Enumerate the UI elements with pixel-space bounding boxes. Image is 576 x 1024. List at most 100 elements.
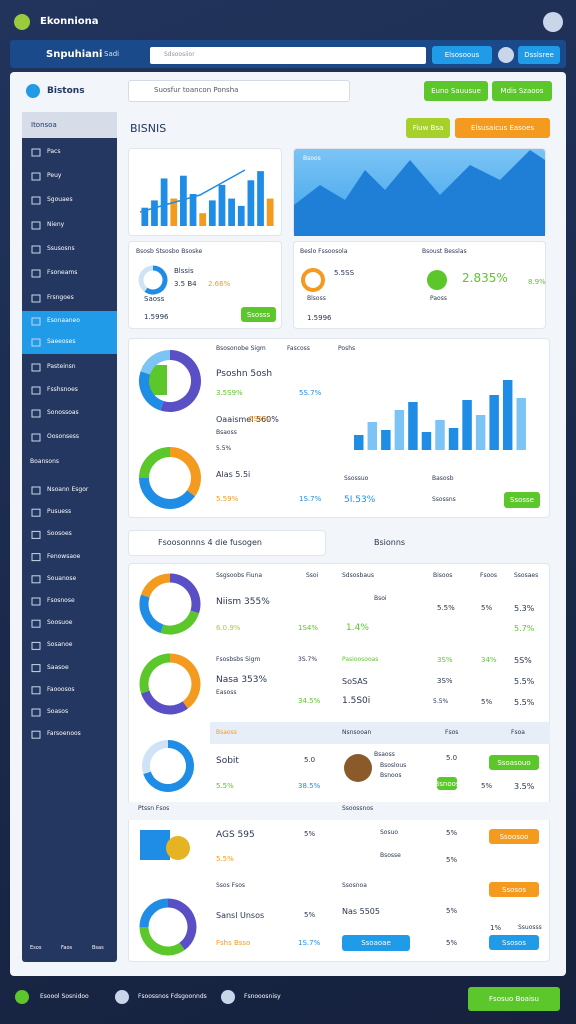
text: SoSAS: [342, 677, 368, 686]
filter-input[interactable]: [128, 530, 326, 556]
donut-segment: [139, 653, 171, 694]
button[interactable]: Dsslsree: [518, 46, 560, 64]
donut-segment: [143, 740, 194, 792]
text: Ssoi: [306, 572, 319, 579]
sidebar-icon: [31, 338, 41, 347]
bar: [237, 205, 245, 226]
text: Ssosnoa: [342, 882, 367, 889]
text: Soosoes: [47, 530, 72, 538]
text: 5S5%: [249, 415, 270, 423]
donut-segment: [160, 610, 200, 635]
panel-search[interactable]: [128, 80, 350, 102]
button[interactable]: Ssoosoo: [489, 829, 539, 844]
text: Beslo Fssoosola: [300, 248, 348, 255]
text: Saoss: [144, 295, 165, 303]
text: Bisoos: [433, 572, 453, 579]
sidebar-icon: [31, 641, 41, 650]
text: Pacs: [47, 148, 61, 155]
bar: [489, 395, 499, 450]
text: 3S%: [437, 656, 453, 664]
sidebar-icon: [31, 245, 41, 254]
button[interactable]: Ssoaoae: [342, 935, 410, 951]
text: 5.0: [304, 756, 316, 764]
button[interactable]: Bsnoos: [434, 777, 460, 790]
button[interactable]: Mdis Szaoos: [492, 81, 552, 101]
button[interactable]: Ssosss: [241, 307, 276, 322]
text: Ssossns: [432, 496, 456, 503]
text: AGS 595: [216, 830, 255, 840]
sidebar-icon: [31, 269, 41, 278]
footer-icon: [115, 990, 129, 1004]
button[interactable]: Ssosos: [489, 882, 539, 897]
button[interactable]: Fiuw Bsa: [406, 118, 450, 138]
text: 5%: [446, 939, 458, 947]
text: Alas 5.5i: [216, 470, 251, 479]
text: 5%: [446, 829, 458, 837]
text: 3.5 B4: [174, 280, 197, 288]
bar: [354, 435, 364, 450]
text: 5.5%: [216, 855, 234, 863]
text: Fsshsnoes: [47, 386, 78, 393]
text: Bsionns: [374, 538, 406, 547]
text: Blsoss: [307, 295, 326, 302]
text: Blssis: [174, 267, 194, 275]
nav-search[interactable]: [150, 47, 426, 64]
text: 3.5S9%: [216, 389, 243, 397]
bar: [502, 380, 513, 450]
donut-segment: [139, 898, 169, 928]
button[interactable]: Fsosuo Boaisu: [468, 987, 560, 1011]
text: Boansons: [30, 458, 59, 465]
bar: [381, 430, 391, 450]
donut-segment: [169, 653, 201, 709]
button[interactable]: Ssosos: [489, 935, 539, 950]
text: 1.4%: [346, 623, 369, 633]
text: 1%: [490, 924, 502, 932]
text: Peuy: [47, 172, 62, 179]
text: Ssgsoobs Fiuna: [216, 572, 263, 579]
text: Basosb: [432, 475, 454, 482]
text: 1S4%: [298, 624, 319, 632]
text: 5S.7%: [299, 389, 322, 397]
list-header: [128, 802, 550, 820]
text: Fsoosonnns 4 die fusogen: [158, 538, 262, 547]
sidebar-icon: [31, 508, 41, 517]
text: Ssusosns: [47, 245, 75, 252]
text: 3S%: [437, 677, 453, 685]
avatar[interactable]: [498, 47, 514, 63]
text: Bsaoss: [216, 729, 237, 736]
donut-segment: [140, 350, 171, 375]
button[interactable]: Elsusaicus Easoes: [455, 118, 550, 138]
text: Bistons: [47, 86, 85, 96]
text: Ptssn Fsos: [138, 805, 170, 812]
button[interactable]: Elsosoous: [432, 46, 492, 64]
logo: [14, 14, 30, 30]
button[interactable]: Ssoasouo: [489, 755, 539, 770]
text: Sonossoas: [47, 409, 79, 416]
text: Faooosos: [47, 685, 75, 693]
text: Pasteinsn: [47, 363, 76, 370]
text: Nieny: [47, 221, 65, 228]
text: Soosuoe: [47, 619, 73, 627]
text: Fascoss: [287, 345, 310, 352]
text: Fsnooosnisy: [244, 993, 281, 1000]
bar: [448, 428, 459, 450]
text: 5%: [481, 698, 493, 706]
text: Fsosbsbs Sigm: [216, 656, 261, 663]
text: 1.5996: [144, 313, 169, 321]
bar: [435, 420, 445, 450]
button[interactable]: Euno Sauusue: [424, 81, 488, 101]
text: Fsoneams: [47, 269, 78, 276]
text: Nasa 353%: [216, 675, 268, 685]
text: Bsaoss: [216, 429, 237, 436]
text: 1.5S0i: [342, 696, 371, 706]
text: Paoss: [430, 295, 447, 302]
bar: [199, 213, 207, 226]
text: 1S.7%: [299, 495, 322, 503]
text: Sgouaes: [47, 196, 73, 203]
button[interactable]: Ssosse: [504, 492, 540, 508]
avatar[interactable]: [543, 12, 563, 32]
bar: [421, 432, 432, 450]
bar: [475, 415, 486, 450]
text: Sdsosbaus: [342, 572, 374, 579]
footer-icon: [15, 990, 29, 1004]
